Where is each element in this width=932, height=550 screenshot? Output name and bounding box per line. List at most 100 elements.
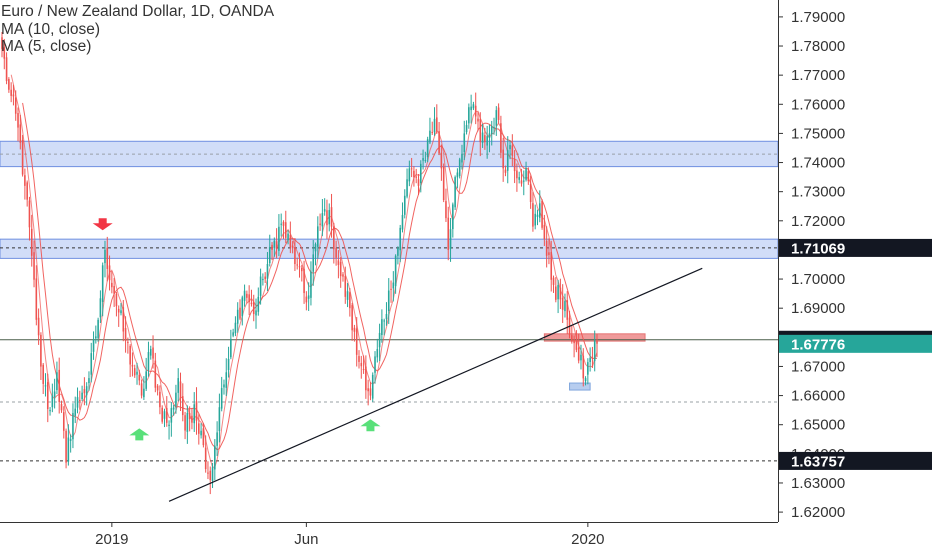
candle <box>225 358 228 397</box>
candle <box>232 328 234 338</box>
candle <box>177 368 180 402</box>
candle <box>410 157 413 178</box>
candle-body <box>234 322 237 334</box>
candle <box>571 325 573 344</box>
candle <box>44 373 47 397</box>
candle-body <box>504 169 507 173</box>
candle-body <box>175 392 177 407</box>
candle <box>127 337 129 354</box>
candle-body <box>525 168 527 180</box>
candle <box>351 302 353 341</box>
candle <box>399 224 401 263</box>
candle-body <box>454 177 456 208</box>
zone-lightblue-3 <box>569 382 591 391</box>
candle <box>355 317 358 367</box>
candle <box>62 406 65 439</box>
candle <box>575 330 578 353</box>
candle <box>259 268 262 305</box>
candle-body <box>385 314 388 319</box>
y-tick-label: 1.62000 <box>791 504 845 521</box>
candle <box>275 228 278 259</box>
candle-body <box>243 290 246 301</box>
candle-body <box>136 371 138 375</box>
candle-body <box>321 213 324 227</box>
candle <box>367 379 369 406</box>
candle <box>1 32 3 58</box>
candle <box>330 193 333 238</box>
candle-body <box>300 267 303 272</box>
candle <box>207 461 209 480</box>
candle-body <box>248 294 250 303</box>
candle <box>202 423 205 448</box>
candle-body <box>472 104 475 109</box>
candle-body <box>140 383 143 396</box>
candle-body <box>218 407 221 431</box>
candle-body <box>90 353 93 375</box>
candle-body <box>468 107 470 124</box>
candle-body <box>584 378 587 382</box>
candle-body <box>317 226 319 247</box>
candle-body <box>426 139 429 158</box>
candle <box>294 238 296 271</box>
candle-body <box>513 159 516 172</box>
candle <box>458 157 461 179</box>
candle <box>92 331 95 360</box>
candle <box>218 393 221 443</box>
candle-body <box>381 319 383 336</box>
candle-body <box>319 223 321 225</box>
candle-body <box>571 335 573 342</box>
candle <box>209 466 212 495</box>
candle <box>438 122 440 156</box>
candle-body <box>291 245 294 249</box>
candle <box>339 257 342 288</box>
candle-body <box>323 209 326 212</box>
candle-body <box>559 287 562 300</box>
candle-body <box>305 296 308 303</box>
candle-body <box>294 247 296 265</box>
candle-body <box>333 226 335 250</box>
candle <box>433 107 436 136</box>
candle-body <box>580 354 582 361</box>
candle <box>165 396 168 427</box>
candle-body <box>14 97 17 114</box>
candle-body <box>191 415 193 423</box>
candle <box>513 150 516 184</box>
candle-body <box>3 47 6 59</box>
y-tick-label: 1.69000 <box>791 300 845 317</box>
candle-body <box>21 139 24 175</box>
candle <box>284 210 287 244</box>
candle <box>250 289 253 307</box>
candle-body <box>419 163 422 184</box>
candle-body <box>436 117 438 131</box>
candle-body <box>440 152 443 169</box>
candle-body <box>65 430 67 463</box>
candle <box>452 202 454 238</box>
candle <box>506 136 509 184</box>
candle-body <box>207 472 209 474</box>
candle-body <box>209 470 212 481</box>
candle-body <box>85 386 88 396</box>
candle-body <box>287 233 289 241</box>
candle-body <box>33 252 35 280</box>
y-tick-label: 1.76000 <box>791 96 845 113</box>
candle-body <box>37 317 40 336</box>
y-tick-label: 1.70000 <box>791 271 845 288</box>
candle <box>555 277 557 303</box>
candle-body <box>225 372 228 388</box>
candle-body <box>497 107 500 120</box>
candle <box>371 372 374 402</box>
candle <box>360 355 363 379</box>
candle-body <box>60 404 63 411</box>
candle <box>422 149 424 170</box>
candle-body <box>74 408 77 416</box>
candle-body <box>81 392 83 400</box>
candle <box>449 218 452 262</box>
candle <box>97 317 99 342</box>
candle <box>522 170 525 196</box>
candle-body <box>406 179 408 197</box>
candle <box>591 346 594 369</box>
candle <box>520 168 523 187</box>
